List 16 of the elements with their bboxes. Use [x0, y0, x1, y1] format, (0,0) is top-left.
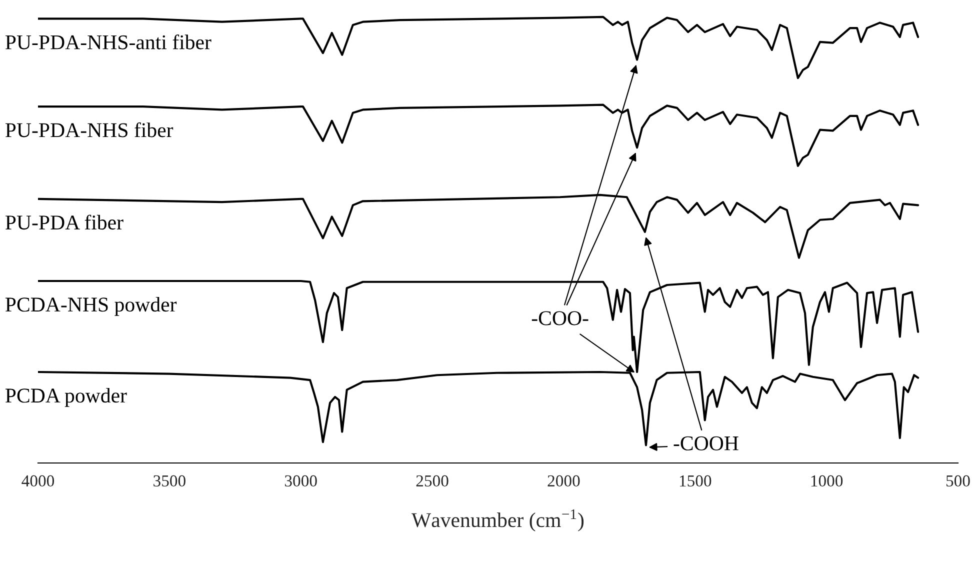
series-label: PU-PDA-NHS-anti fiber [5, 34, 212, 50]
x-tick-label: 3000 [284, 475, 317, 487]
x-tick-label: 2500 [416, 475, 448, 487]
x-axis-title: Wavenumber (cm$^{−1}$) [411, 509, 584, 532]
x-tick-label: 4000 [22, 475, 54, 487]
series-label: PU-PDA-NHS fiber [5, 122, 174, 138]
x-tick-label: 500 [946, 475, 970, 487]
annotation: -COO- [532, 311, 588, 326]
series-label: PU-PDA fiber [5, 214, 124, 230]
annotation: -COOH [674, 436, 738, 450]
x-tick-label: 1500 [680, 475, 712, 487]
series-label: PCDA-NHS powder [5, 296, 177, 316]
x-tick-label: 1000 [811, 475, 843, 487]
series-label: PCDA powder [5, 388, 127, 407]
x-tick-label: 3500 [154, 475, 186, 487]
x-tick-label: 2000 [548, 475, 580, 487]
